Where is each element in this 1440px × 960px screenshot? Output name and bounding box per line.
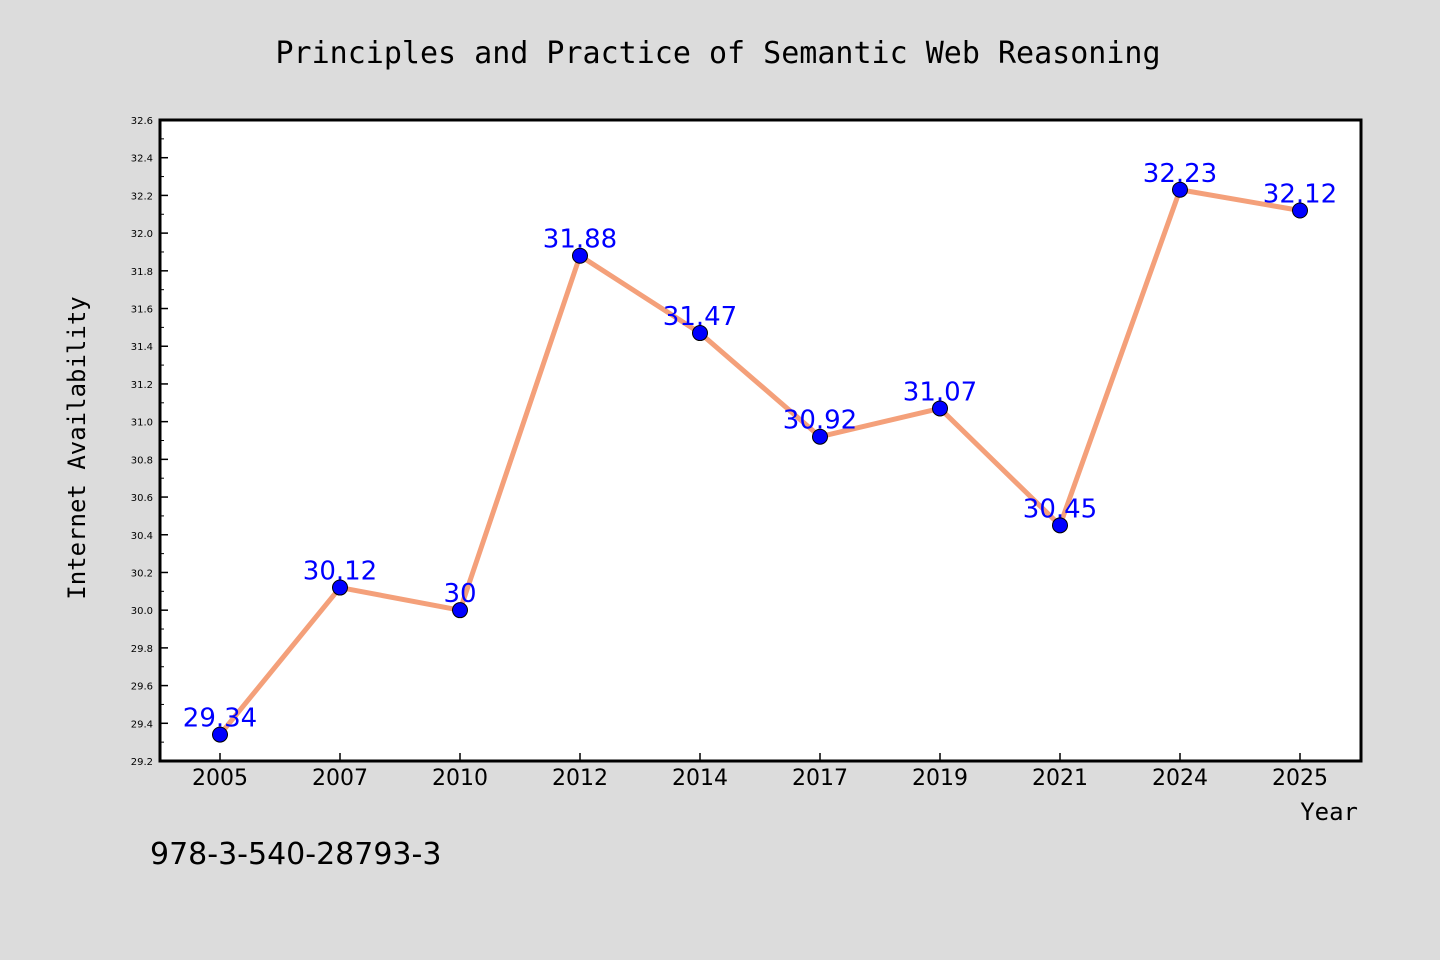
x-tick-label: 2014 — [672, 766, 728, 791]
x-tick-label: 2007 — [312, 766, 368, 791]
y-tick-label: 32.4 — [131, 154, 153, 165]
y-tick-label: 32.0 — [131, 229, 153, 240]
y-tick-label: 31.4 — [131, 342, 153, 353]
y-tick-label: 29.8 — [131, 644, 153, 655]
data-point — [452, 602, 468, 619]
data-label: 30.12 — [303, 557, 377, 587]
data-label: 31.88 — [543, 225, 617, 255]
x-tick-label: 2005 — [192, 766, 248, 791]
y-tick-label: 29.6 — [131, 682, 153, 693]
data-point — [692, 325, 708, 342]
y-tick-label: 30.2 — [131, 568, 153, 579]
y-tick-label: 31.0 — [131, 418, 153, 429]
data-point — [1292, 202, 1308, 219]
data-label: 29.34 — [183, 704, 257, 734]
data-point — [572, 247, 588, 264]
x-tick-label: 2025 — [1272, 766, 1328, 791]
y-axis-label: Internet Availability — [63, 296, 91, 599]
y-tick-label: 31.8 — [131, 267, 153, 278]
x-tick-label: 2019 — [912, 766, 968, 791]
series-line — [218, 187, 1301, 737]
y-tick-label: 29.2 — [131, 757, 153, 768]
y-tick-label: 30.8 — [131, 455, 153, 466]
x-axis-label: Year — [1300, 798, 1358, 826]
x-tick-label: 2021 — [1032, 766, 1088, 791]
series-line-group: 29.34 30.12 30 31.88 31.47 30.92 31.07 30.45 32.… — [183, 159, 1337, 743]
plot-area — [158, 118, 1363, 763]
data-point — [812, 428, 828, 445]
x-axis: 2005 2007 2010 2012 2014 2017 2019 2021 2024 2025 — [192, 753, 1328, 791]
y-tick-label: 32.6 — [131, 116, 153, 127]
y-axis: 29.2 29.4 29.6 29.8 30.0 30.2 30.4 30.6 30.8 31.0… — [131, 116, 168, 768]
y-tick-label: 31.6 — [131, 305, 153, 316]
data-label: 32.12 — [1263, 179, 1337, 209]
y-tick-label: 30.0 — [131, 606, 153, 617]
x-tick-label: 2010 — [432, 766, 488, 791]
y-tick-label: 31.2 — [131, 380, 153, 391]
data-point — [1172, 181, 1188, 198]
y-tick-label: 32.2 — [131, 191, 153, 202]
data-label: 32.23 — [1143, 159, 1217, 189]
data-label: 31.47 — [663, 302, 737, 332]
x-tick-label: 2012 — [552, 766, 608, 791]
x-tick-label: 2024 — [1152, 766, 1208, 791]
data-point — [212, 726, 228, 743]
chart-title: Principles and Practice of Semantic Web … — [275, 36, 1160, 71]
data-label: 31.07 — [903, 377, 977, 407]
data-point — [332, 579, 348, 596]
y-tick-label: 29.4 — [131, 719, 153, 730]
y-tick-label: 30.4 — [131, 531, 153, 542]
data-label: 30 — [443, 579, 476, 609]
x-tick-label: 2017 — [792, 766, 848, 791]
data-point — [932, 400, 948, 417]
data-label: 30.92 — [783, 406, 857, 436]
data-label: 30.45 — [1023, 494, 1097, 524]
data-point — [1052, 517, 1068, 534]
y-tick-label: 30.6 — [131, 493, 153, 504]
isbn-annotation: 978-3-540-28793-3 — [150, 837, 441, 872]
